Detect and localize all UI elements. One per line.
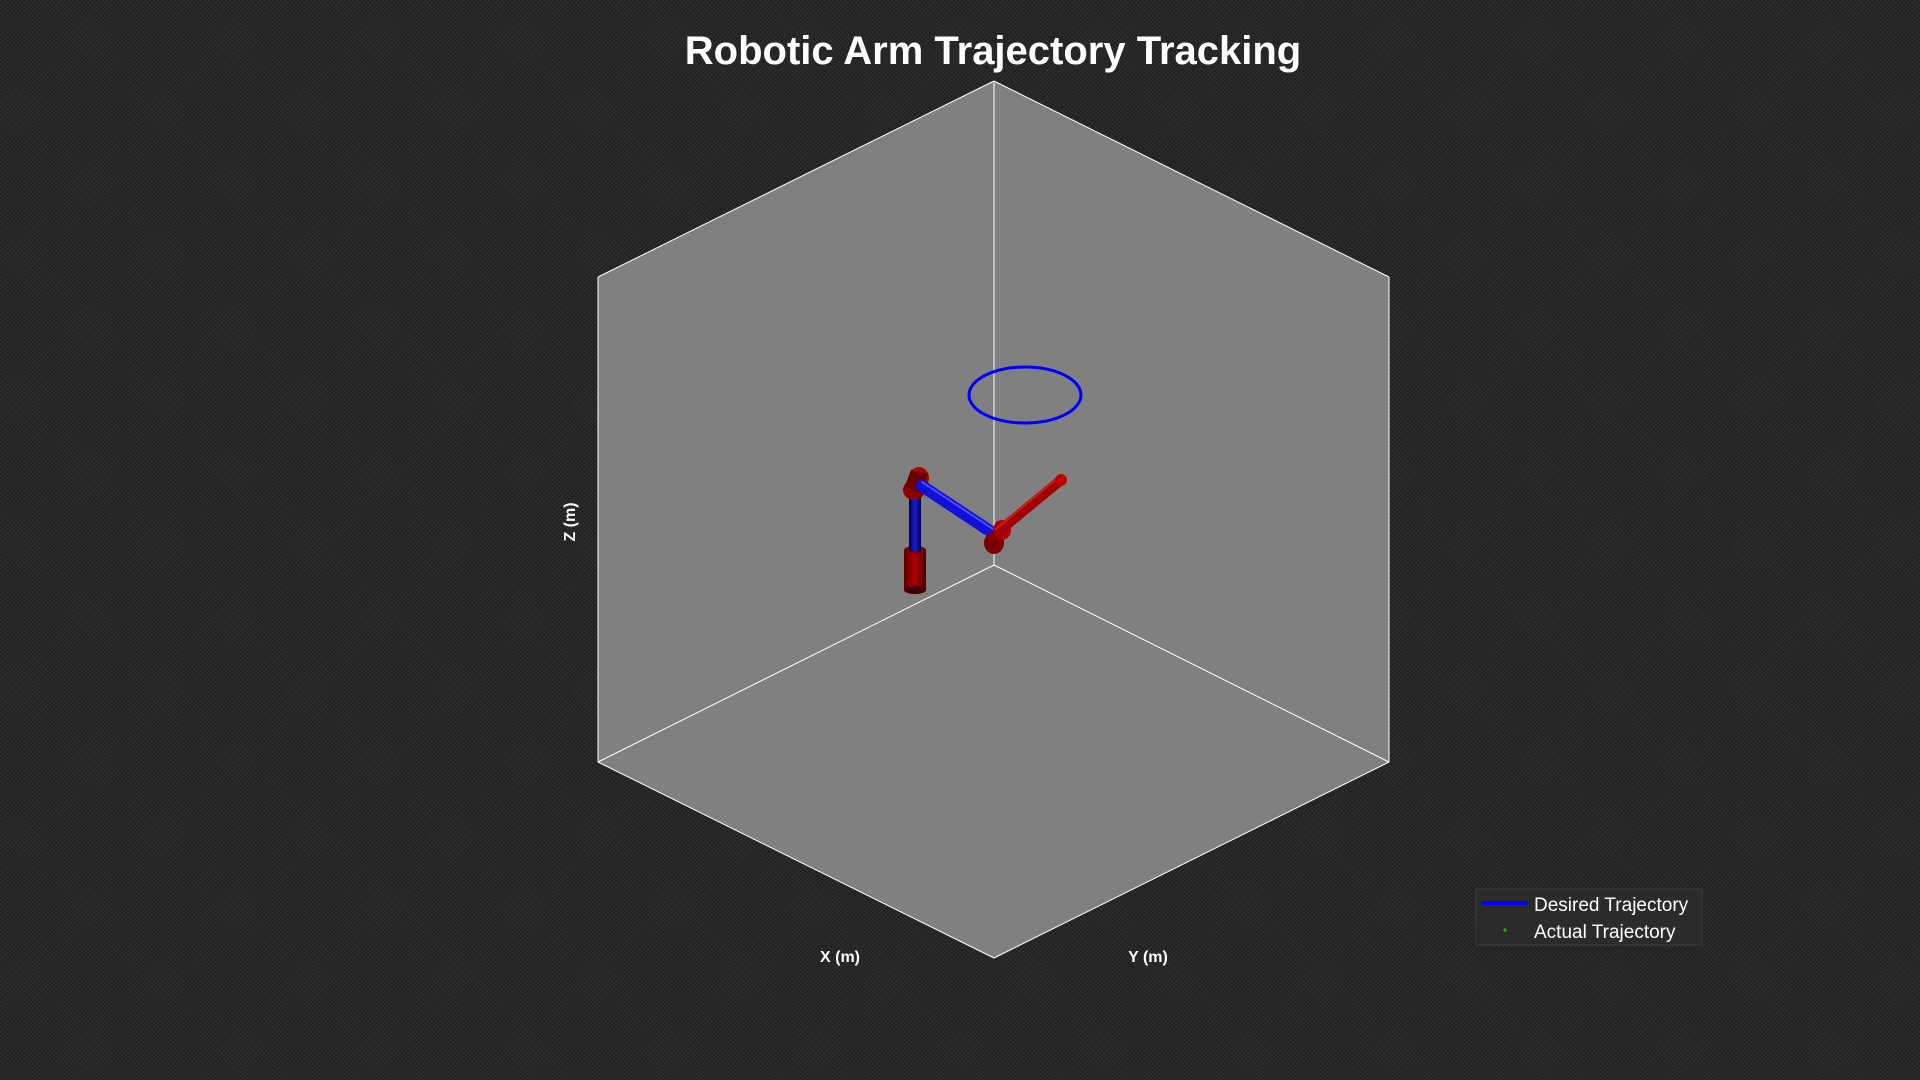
arm-base [904,546,926,594]
legend-label-desired: Desired Trajectory [1534,895,1689,916]
box-edge-bottom-left [597,761,995,959]
box-edge-top-right [993,80,1390,278]
box-edge-back-left [597,564,995,763]
legend-swatch-actual [1503,928,1507,932]
chart-title: Robotic Arm Trajectory Tracking [685,29,1301,73]
box-edge-bottom-right [993,761,1390,959]
axes-box [597,80,1390,959]
robot-arm [903,467,1067,594]
arm-end-effector [1055,474,1067,486]
z-axis-label: Z (m) [562,502,579,541]
pane-right [994,81,1389,762]
box-edge-back-right [993,564,1390,763]
box-edge-top-left [597,80,995,278]
legend-label-actual: Actual Trajectory [1534,922,1676,943]
desired-trajectory-line [967,365,1083,425]
arm-link-upper [916,480,1002,541]
legend-box [1475,888,1703,946]
y-axis-label: Y (m) [1128,949,1168,966]
pane-left [598,81,994,762]
arm-link-forearm [993,475,1066,537]
arm-link-vertical [909,490,921,552]
legend: Desired Trajectory Actual Trajectory [1475,888,1703,946]
x-axis-label: X (m) [820,949,860,966]
